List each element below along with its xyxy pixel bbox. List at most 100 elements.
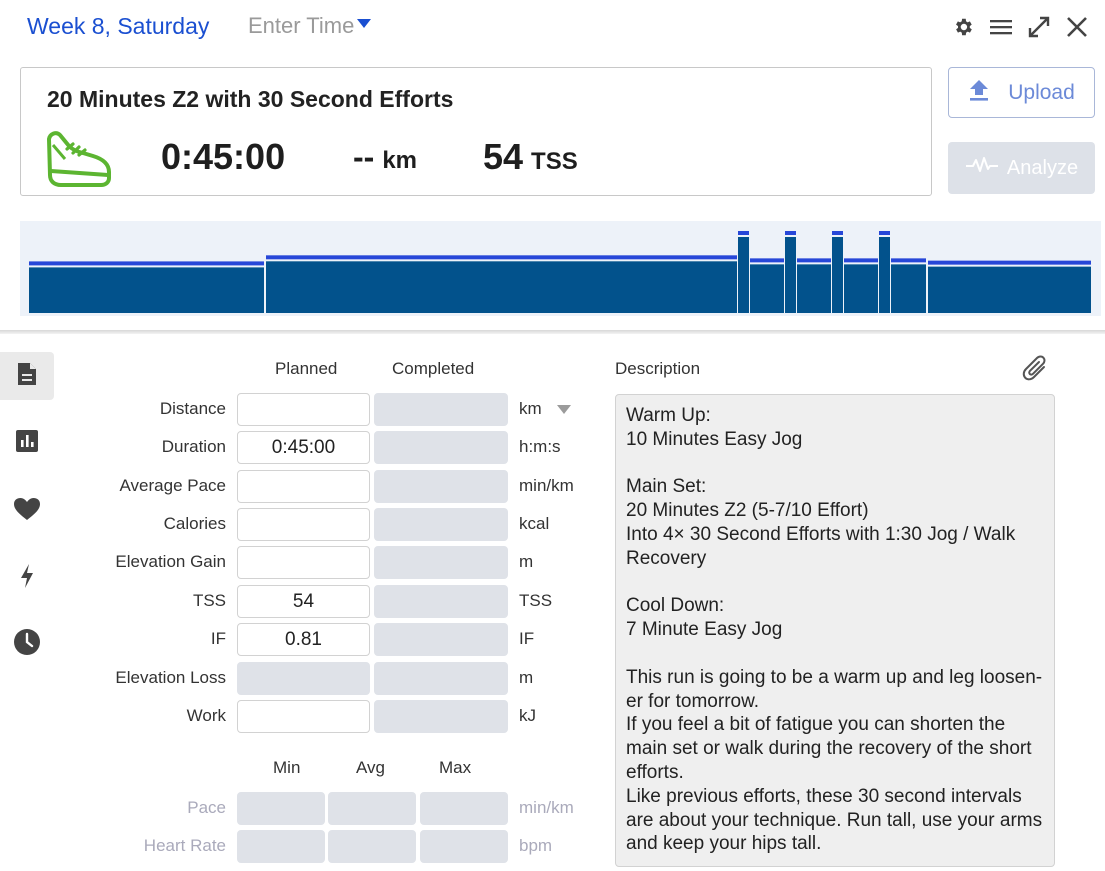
- analyze-button[interactable]: Analyze: [948, 142, 1095, 194]
- distance-completed-input[interactable]: [374, 393, 508, 426]
- workout-step-warm-up[interactable]: [29, 267, 264, 313]
- workout-step-target-line: [738, 231, 749, 235]
- duration-completed-input[interactable]: [374, 431, 508, 464]
- average-pace-label: Average Pace: [119, 476, 226, 495]
- workout-step-target-line: [891, 258, 926, 263]
- calories-planned-input[interactable]: [237, 508, 370, 541]
- calories-unit: kcal: [519, 514, 550, 533]
- upload-button[interactable]: Upload: [948, 67, 1095, 118]
- workout-step-recovery-4[interactable]: [891, 264, 926, 313]
- elevation-gain-completed-input[interactable]: [374, 546, 508, 579]
- description-heading: Description: [615, 359, 701, 378]
- pace-max-input[interactable]: [420, 792, 508, 825]
- workout-step-target-line: [29, 261, 264, 266]
- workout-title[interactable]: 20 Minutes Z2 with 30 Second Efforts: [47, 86, 454, 112]
- tss-completed-input[interactable]: [374, 585, 508, 618]
- distance-unit-select[interactable]: km: [519, 399, 542, 418]
- window-controls: [950, 14, 1090, 40]
- document-icon: [16, 361, 38, 392]
- section-divider: [0, 330, 1105, 334]
- pace-min-input[interactable]: [237, 792, 325, 825]
- if-unit: IF: [519, 629, 535, 648]
- work-unit: kJ: [519, 706, 536, 725]
- workout-step-target-line: [797, 258, 831, 263]
- rail-charts-tab[interactable]: [0, 419, 54, 467]
- tss-unit-label: TSS: [519, 591, 553, 610]
- workout-structure-graph[interactable]: [20, 221, 1101, 316]
- duration-planned-input[interactable]: 0:45:00: [237, 431, 370, 464]
- workout-step-cool-down[interactable]: [928, 266, 1091, 313]
- gear-icon[interactable]: [950, 14, 976, 40]
- planned-distance: -- km: [353, 139, 417, 176]
- tss-value: 54: [483, 136, 524, 177]
- heart-rate-max-input[interactable]: [420, 830, 508, 863]
- workout-step-effort-1[interactable]: [738, 237, 749, 313]
- workout-summary-card: 20 Minutes Z2 with 30 Second Efforts 0:4…: [20, 67, 932, 196]
- menu-icon[interactable]: [988, 14, 1014, 40]
- workout-graph-svg: [29, 231, 1091, 313]
- chevron-down-icon[interactable]: [557, 405, 571, 414]
- planned-duration: 0:45:00: [161, 136, 286, 177]
- distance-planned-input[interactable]: [237, 393, 370, 426]
- calories-label: Calories: [163, 514, 226, 533]
- upload-label: Upload: [1008, 80, 1075, 104]
- running-shoe-icon: [45, 125, 113, 192]
- if-completed-input[interactable]: [374, 623, 508, 656]
- average-pace-unit: min/km: [519, 476, 574, 495]
- rail-history-tab[interactable]: [0, 620, 54, 668]
- time-dropdown[interactable]: Enter Time: [248, 13, 372, 39]
- tss-planned-input[interactable]: 54: [237, 585, 370, 618]
- elevation-gain-unit: m: [519, 552, 534, 571]
- pace-range-label: Pace: [187, 798, 226, 817]
- heart-rate-range-label: Heart Rate: [143, 836, 226, 855]
- workout-step-main-z2[interactable]: [266, 261, 737, 313]
- workout-step-target-line: [785, 231, 796, 235]
- elevation-gain-planned-input[interactable]: [237, 546, 370, 579]
- average-pace-planned-input[interactable]: [237, 470, 370, 503]
- workout-step-effort-3[interactable]: [832, 237, 843, 313]
- elevation-loss-label: Elevation Loss: [115, 668, 226, 687]
- if-planned-input[interactable]: 0.81: [237, 623, 370, 656]
- average-pace-completed-input[interactable]: [374, 470, 508, 503]
- tss-unit: TSS: [531, 148, 578, 175]
- workout-step-effort-2[interactable]: [785, 237, 796, 313]
- planned-tss: 54 TSS: [483, 136, 578, 178]
- work-completed-input[interactable]: [374, 700, 508, 733]
- max-column-header: Max: [439, 758, 472, 777]
- pace-avg-input[interactable]: [328, 792, 416, 825]
- clock-icon: [13, 628, 41, 661]
- distance-unit: km: [382, 147, 417, 174]
- elevation-loss-completed-input[interactable]: [374, 662, 508, 695]
- lightning-icon: [19, 563, 35, 594]
- duration-label: Duration: [161, 437, 226, 456]
- description-textarea[interactable]: Warm Up: 10 Minutes Easy Jog Main Set: 2…: [615, 394, 1055, 867]
- workout-step-recovery-3[interactable]: [844, 264, 878, 313]
- workout-step-target-line: [832, 231, 843, 235]
- expand-icon[interactable]: [1026, 14, 1052, 40]
- elevation-gain-label: Elevation Gain: [115, 552, 226, 571]
- workout-date[interactable]: Week 8, Saturday: [27, 13, 210, 39]
- close-icon[interactable]: [1064, 14, 1090, 40]
- rail-heart-tab[interactable]: [0, 487, 54, 535]
- heart-rate-avg-input[interactable]: [328, 830, 416, 863]
- duration-unit: h:m:s: [519, 437, 561, 456]
- pulse-icon: [965, 156, 999, 180]
- caret-down-icon: [357, 18, 372, 28]
- chart-icon: [15, 429, 39, 458]
- pace-range-unit: min/km: [519, 798, 574, 817]
- heart-rate-range-unit: bpm: [519, 836, 553, 855]
- workout-step-target-line: [928, 260, 1091, 265]
- distance-value: --: [353, 139, 375, 175]
- paperclip-icon[interactable]: [1022, 354, 1050, 389]
- work-planned-input[interactable]: [237, 700, 370, 733]
- elevation-loss-unit: m: [519, 668, 534, 687]
- workout-step-effort-4[interactable]: [879, 237, 890, 313]
- rail-summary-tab[interactable]: [0, 352, 54, 400]
- rail-power-tab[interactable]: [0, 554, 54, 602]
- calories-completed-input[interactable]: [374, 508, 508, 541]
- avg-column-header: Avg: [356, 758, 385, 777]
- heart-rate-min-input[interactable]: [237, 830, 325, 863]
- elevation-loss-planned-input[interactable]: [237, 662, 370, 695]
- workout-step-recovery-1[interactable]: [750, 264, 784, 313]
- workout-step-recovery-2[interactable]: [797, 264, 831, 313]
